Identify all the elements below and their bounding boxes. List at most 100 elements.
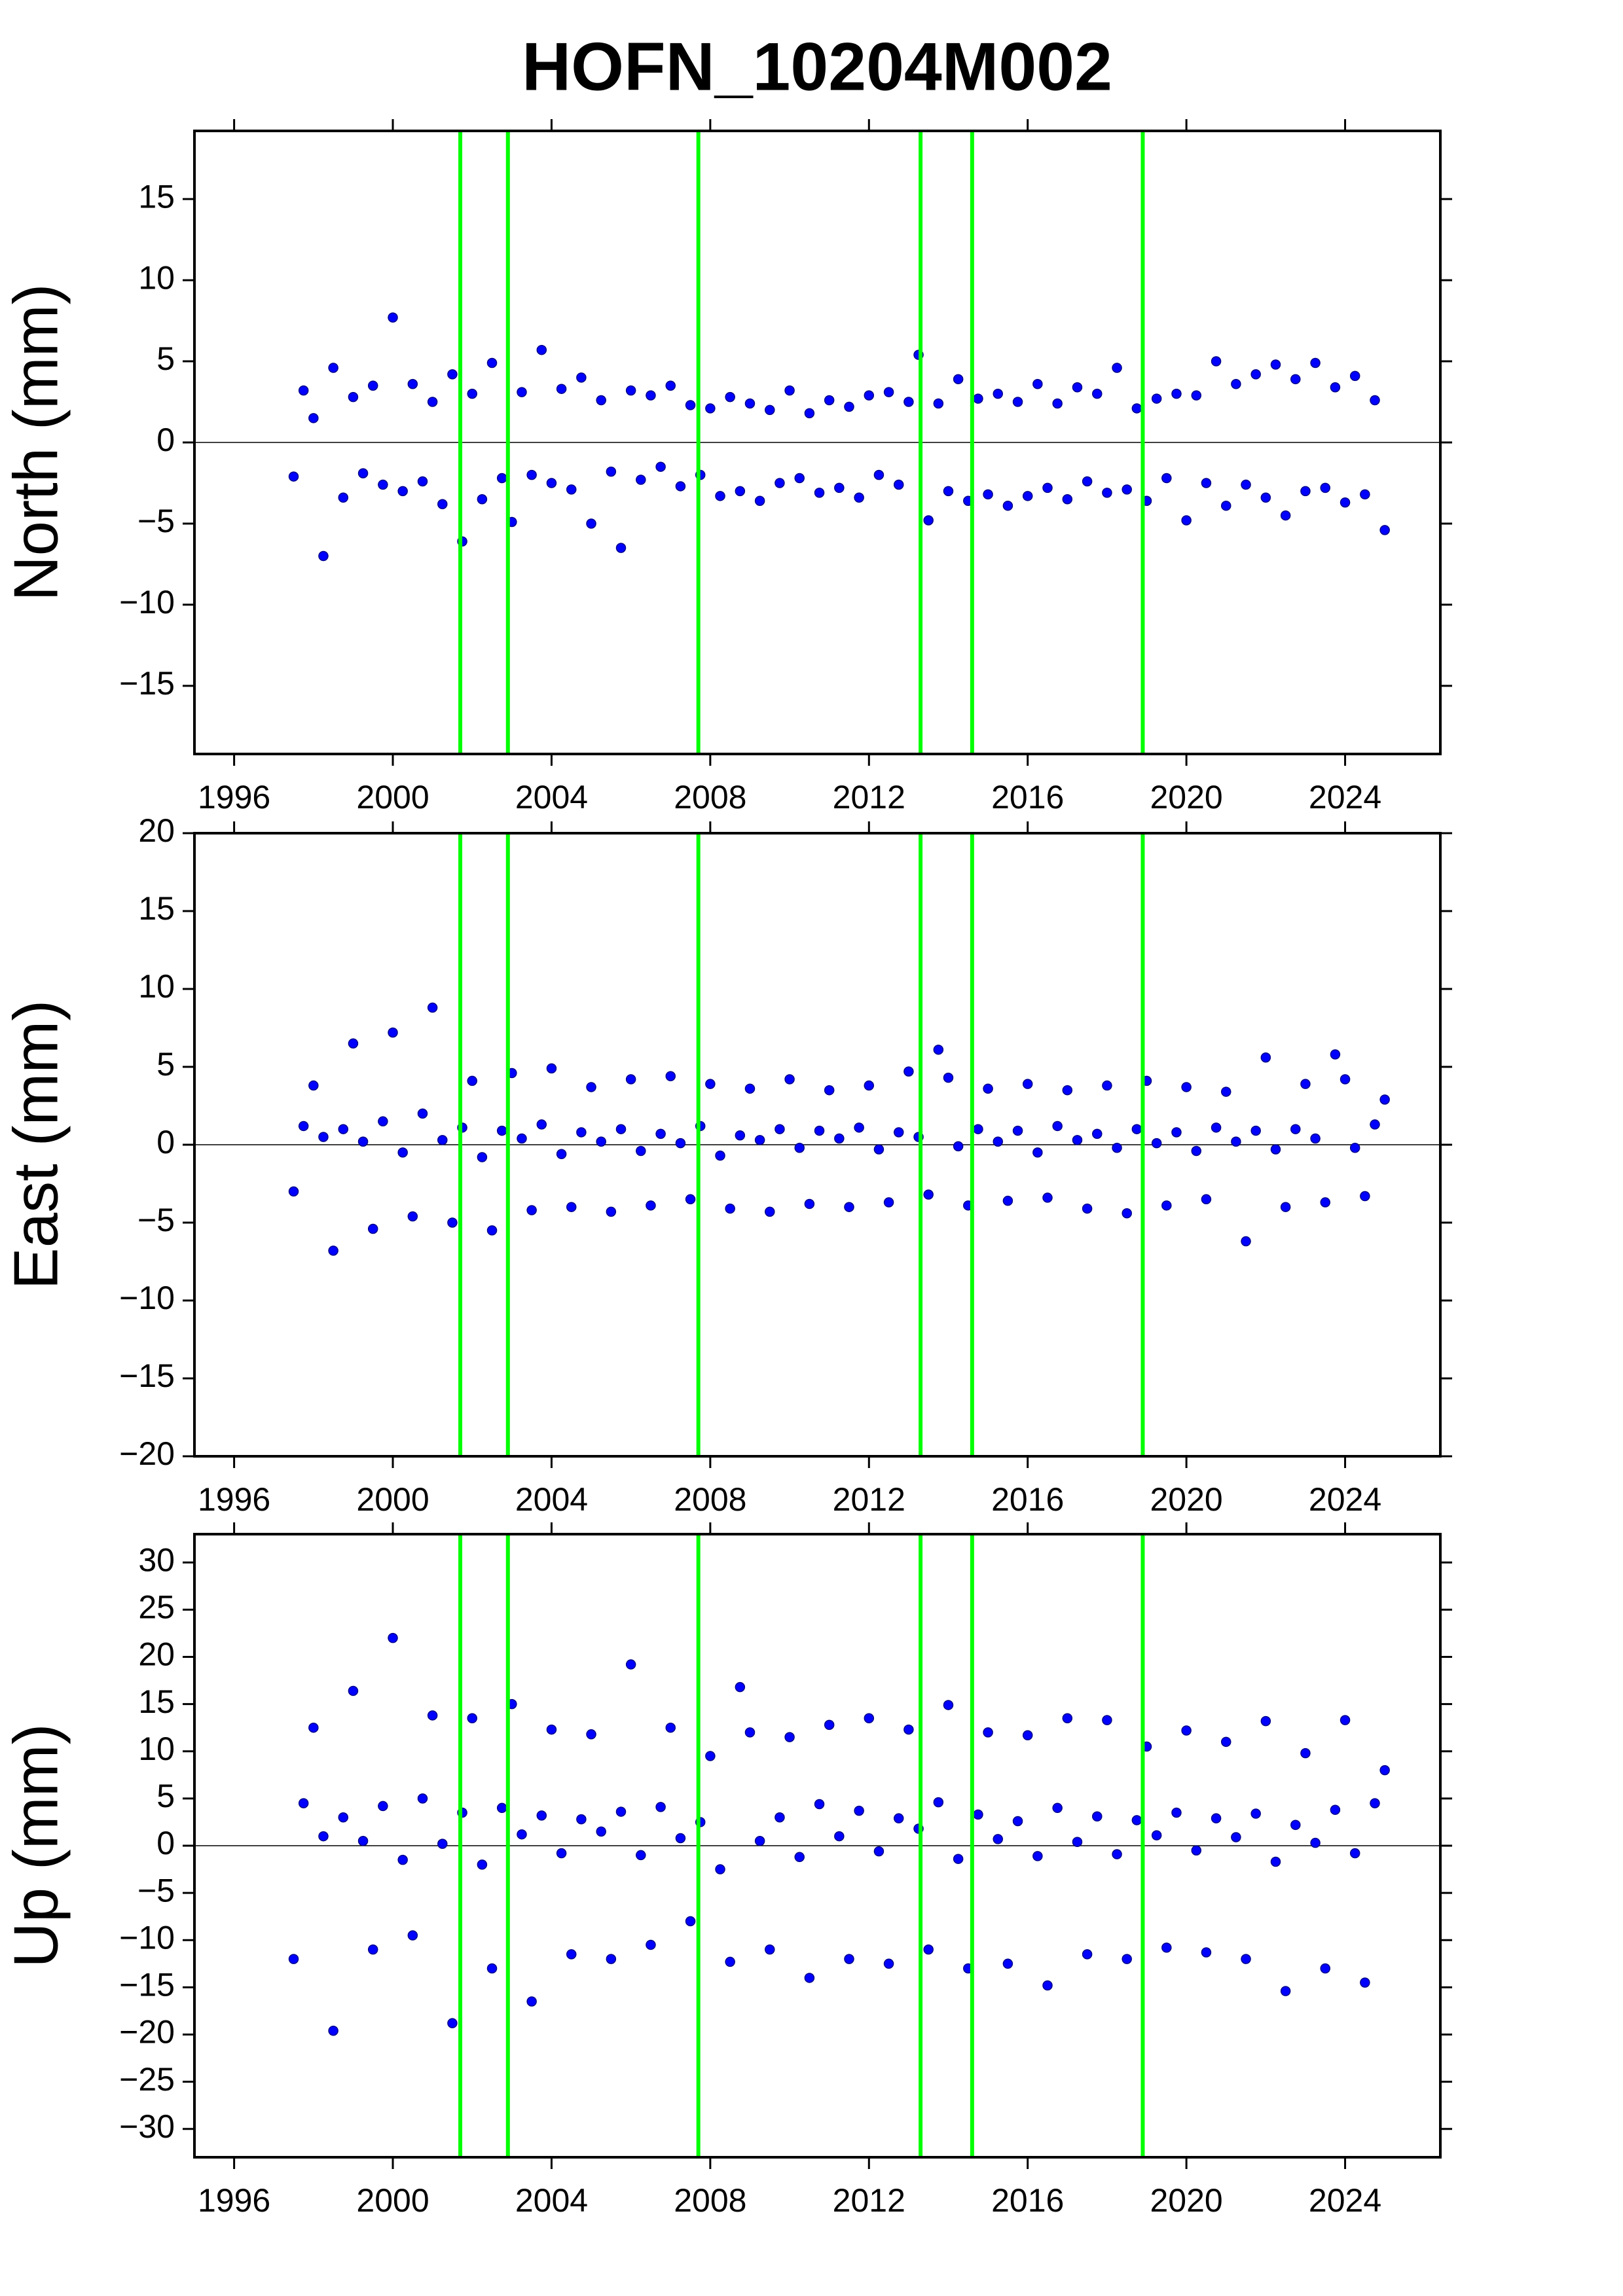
data-point: [1032, 379, 1043, 389]
data-point: [1022, 1079, 1033, 1089]
y-tick-label: 0: [156, 422, 175, 458]
figure-title: HOFN_10204M002: [522, 29, 1112, 105]
data-point: [348, 1685, 359, 1696]
data-point: [1002, 500, 1013, 511]
data-point: [536, 344, 547, 355]
data-point: [1022, 1730, 1033, 1740]
data-point: [655, 1128, 666, 1139]
data-point: [973, 393, 983, 404]
data-point: [754, 1135, 765, 1145]
data-point: [1012, 1816, 1023, 1827]
data-point: [1260, 492, 1271, 503]
data-point: [775, 1124, 785, 1134]
data-point: [357, 468, 369, 478]
data-point: [486, 1225, 498, 1236]
x-tick-label: 2024: [1309, 2182, 1381, 2219]
data-point: [378, 479, 388, 490]
data-point: [814, 488, 825, 498]
data-point: [903, 1066, 914, 1077]
y-tick-label: 0: [156, 1825, 175, 1861]
data-point: [1002, 1195, 1013, 1206]
data-point: [288, 471, 299, 482]
data-point: [665, 380, 676, 391]
data-point: [1161, 1200, 1172, 1211]
y-tick-label: 15: [138, 178, 175, 215]
data-point: [735, 1681, 746, 1693]
data-point: [923, 1944, 934, 1955]
data-point: [1231, 379, 1241, 389]
data-point: [1360, 1977, 1370, 1988]
data-point: [318, 1831, 329, 1842]
data-point: [844, 1202, 854, 1212]
data-point: [943, 1072, 954, 1083]
data-point: [1330, 1049, 1341, 1060]
data-point: [1310, 1837, 1321, 1848]
x-tick-label: 2024: [1309, 1481, 1381, 1518]
data-point: [566, 1949, 577, 1960]
data-point: [1300, 486, 1311, 497]
data-point: [1201, 1194, 1212, 1205]
data-point: [437, 1839, 448, 1849]
data-point: [526, 469, 537, 480]
x-tick-label: 2020: [1150, 779, 1223, 816]
y-axis-label: East (mm): [1, 1000, 71, 1290]
data-point: [1290, 1820, 1301, 1831]
data-point: [1002, 1958, 1013, 1969]
data-point: [705, 403, 716, 414]
data-point: [576, 1127, 587, 1138]
y-tick-label: −5: [137, 1202, 175, 1238]
data-point: [348, 1038, 359, 1049]
data-point: [953, 374, 964, 385]
data-point: [715, 491, 725, 501]
data-point: [1211, 356, 1222, 367]
data-point: [765, 1944, 775, 1955]
data-point: [1360, 489, 1370, 500]
data-point: [1151, 1830, 1162, 1840]
y-axis-label: North (mm): [1, 283, 71, 601]
data-point: [973, 1809, 983, 1820]
data-point: [873, 469, 884, 480]
data-point: [983, 489, 993, 500]
data-point: [824, 1085, 835, 1096]
data-point: [725, 1203, 735, 1214]
data-point: [794, 1852, 805, 1863]
data-point: [1370, 1119, 1380, 1130]
y-tick-label: 15: [138, 1683, 175, 1720]
data-point: [1042, 1193, 1053, 1203]
y-tick-label: −10: [119, 1919, 175, 1956]
data-point: [685, 400, 696, 410]
data-point: [844, 401, 854, 412]
data-point: [328, 2025, 338, 2036]
x-tick-label: 1996: [198, 779, 270, 816]
data-point: [1201, 1947, 1212, 1958]
data-point: [367, 1944, 378, 1955]
data-point: [427, 1002, 438, 1013]
data-point: [1112, 363, 1122, 373]
data-point: [1042, 1980, 1053, 1991]
data-point: [417, 1108, 428, 1119]
y-tick-label: 10: [138, 968, 175, 1005]
data-point: [993, 388, 1004, 399]
data-point: [318, 550, 329, 562]
data-point: [794, 473, 805, 484]
data-point: [1211, 1122, 1222, 1133]
data-point: [744, 398, 756, 409]
data-point: [824, 395, 835, 406]
data-point: [765, 1206, 775, 1217]
data-point: [1320, 1963, 1330, 1974]
data-point: [1270, 1144, 1281, 1155]
data-point: [596, 395, 606, 406]
x-tick-label: 2020: [1150, 1481, 1223, 1518]
data-point: [1171, 388, 1182, 399]
data-point: [844, 1954, 854, 1964]
data-point: [1370, 395, 1380, 406]
data-point: [1102, 1080, 1112, 1091]
data-point: [486, 1963, 498, 1974]
data-point: [1181, 515, 1192, 526]
data-point: [496, 1803, 507, 1814]
y-tick-label: 30: [138, 1541, 175, 1578]
data-point: [744, 1083, 756, 1094]
data-point: [517, 387, 527, 397]
data-point: [566, 484, 577, 495]
data-point: [1300, 1079, 1311, 1089]
